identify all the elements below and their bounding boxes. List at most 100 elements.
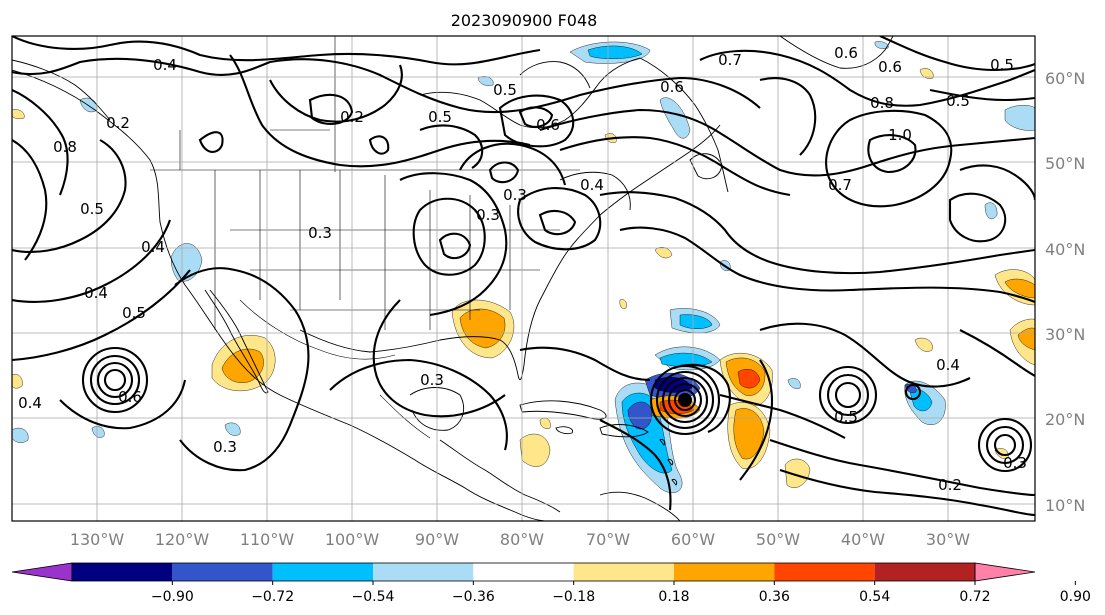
contour-label: 0.5	[990, 56, 1014, 74]
contour-label: 0.7	[828, 176, 852, 194]
contour-label: 0.4	[153, 56, 177, 74]
contour-label: 0.2	[106, 114, 130, 132]
colorbar-segment	[373, 563, 474, 581]
lat-label-50n: 50°N	[1045, 154, 1085, 173]
longitude-labels: 130°W 120°W 110°W 100°W 90°W 80°W 70°W 6…	[70, 530, 970, 549]
contour-label: 0.2	[938, 476, 962, 494]
colorbar-tick-label: 0.18	[658, 589, 689, 605]
shaded-fields	[12, 41, 1035, 493]
contour-label: 0.3	[213, 438, 237, 456]
contour-label: 0.4	[936, 356, 960, 374]
contour-label: 0.4	[141, 238, 165, 256]
shading-patch	[874, 41, 889, 49]
colorbar-segment	[172, 563, 273, 581]
lat-label-10n: 10°N	[1045, 496, 1085, 515]
coastlines	[12, 36, 894, 521]
colorbar-segment	[573, 563, 674, 581]
contour-label: 0.8	[870, 94, 894, 112]
political-borders	[150, 36, 580, 439]
colorbar-segment	[272, 563, 373, 581]
lat-lon-grid	[12, 36, 1035, 521]
contour-label: 0.4	[84, 284, 108, 302]
colorbar-segment	[874, 563, 975, 581]
contour-label: 0.6	[878, 58, 902, 76]
latitude-labels: 60°N 50°N 40°N 30°N 20°N 10°N	[1045, 69, 1085, 515]
hurricane-center	[678, 393, 692, 407]
shading-patch	[909, 389, 933, 412]
lon-label-100w: 100°W	[325, 530, 380, 549]
contour-label: 0.5	[428, 108, 452, 126]
lon-label-120w: 120°W	[155, 530, 210, 549]
contour-label: 0.2	[340, 108, 364, 126]
lon-label-130w: 130°W	[70, 530, 125, 549]
contour-label: 1.0	[888, 126, 912, 144]
contour-labels: 0.4 0.2 0.8 0.5 0.4 0.4 0.5 0.6 0.3 0.2 …	[18, 44, 1027, 494]
contour-label: 0.3	[308, 224, 332, 242]
contour-label: 0.5	[834, 408, 858, 426]
colorbar: −0.90 −0.72 −0.54 −0.36 −0.18 0.18 0.36 0.54 0.7…	[11, 562, 1091, 605]
colorbar-segment	[774, 563, 875, 581]
shading-patch	[1004, 105, 1035, 131]
lon-label-90w: 90°W	[415, 530, 459, 549]
lon-label-40w: 40°W	[841, 530, 885, 549]
lon-label-110w: 110°W	[240, 530, 295, 549]
shading-patch	[627, 401, 653, 430]
contour-label: 0.6	[834, 44, 858, 62]
contour-label: 0.4	[580, 176, 604, 194]
lat-label-30n: 30°N	[1045, 325, 1085, 344]
shading-patch	[984, 202, 998, 220]
map-content: 0.4 0.2 0.8 0.5 0.4 0.4 0.5 0.6 0.3 0.2 …	[12, 36, 1035, 521]
colorbar-tick-label: −0.18	[552, 589, 595, 605]
shading-patch	[224, 422, 241, 436]
contour-label: 0.6	[118, 388, 142, 406]
contour-label: 0.5	[493, 81, 517, 99]
shading-patch	[171, 243, 203, 282]
colorbar-segment	[72, 563, 173, 581]
contour-label: 0.5	[122, 304, 146, 322]
shading-patch	[654, 247, 673, 259]
colorbar-outline	[71, 562, 976, 582]
shading-patch	[784, 458, 811, 488]
colorbar-tick-label: 0.72	[959, 589, 990, 605]
colorbar-segment	[674, 563, 775, 581]
colorbar-tick-label: −0.72	[251, 589, 294, 605]
lat-label-20n: 20°N	[1045, 410, 1085, 429]
contour-label: 0.8	[53, 138, 77, 156]
colorbar-tick-label: −0.54	[352, 589, 395, 605]
shading-patch	[619, 299, 627, 309]
lat-label-40n: 40°N	[1045, 240, 1085, 259]
map-frame	[11, 35, 1036, 522]
shading-patch	[1017, 327, 1035, 351]
shading-patch	[477, 76, 494, 86]
contour-label: 0.3	[420, 371, 444, 389]
colorbar-tick-label: −0.36	[452, 589, 495, 605]
shading-patch	[737, 369, 761, 389]
shading-patch	[914, 337, 933, 352]
contour-label: 0.5	[80, 200, 104, 218]
contour-label: 0.6	[660, 78, 684, 96]
shading-patch	[12, 109, 25, 119]
shading-patch	[12, 427, 29, 443]
colorbar-tick-label: 0.54	[859, 589, 890, 605]
contour-label: 0.5	[946, 92, 970, 110]
map-title: 2023090900 F048	[451, 11, 598, 30]
contour-lines	[12, 36, 1035, 517]
shading-patch	[919, 68, 934, 79]
shading-patch	[733, 408, 765, 460]
colorbar-extend-max	[974, 562, 1036, 582]
colorbar-segment	[473, 563, 574, 581]
shading-patch	[659, 97, 691, 139]
shading-patch	[587, 45, 643, 59]
lon-label-30w: 30°W	[926, 530, 970, 549]
shading-patch	[679, 314, 713, 329]
contour-label: 0.7	[718, 51, 742, 69]
lon-label-70w: 70°W	[586, 530, 630, 549]
colorbar-tick-label: −0.90	[151, 589, 194, 605]
shading-patch	[1004, 278, 1035, 299]
lon-label-80w: 80°W	[500, 530, 544, 549]
colorbar-tick-label: 0.36	[759, 589, 790, 605]
lon-label-60w: 60°W	[671, 530, 715, 549]
lon-label-50w: 50°W	[756, 530, 800, 549]
contour-label: 0.3	[1003, 454, 1027, 472]
